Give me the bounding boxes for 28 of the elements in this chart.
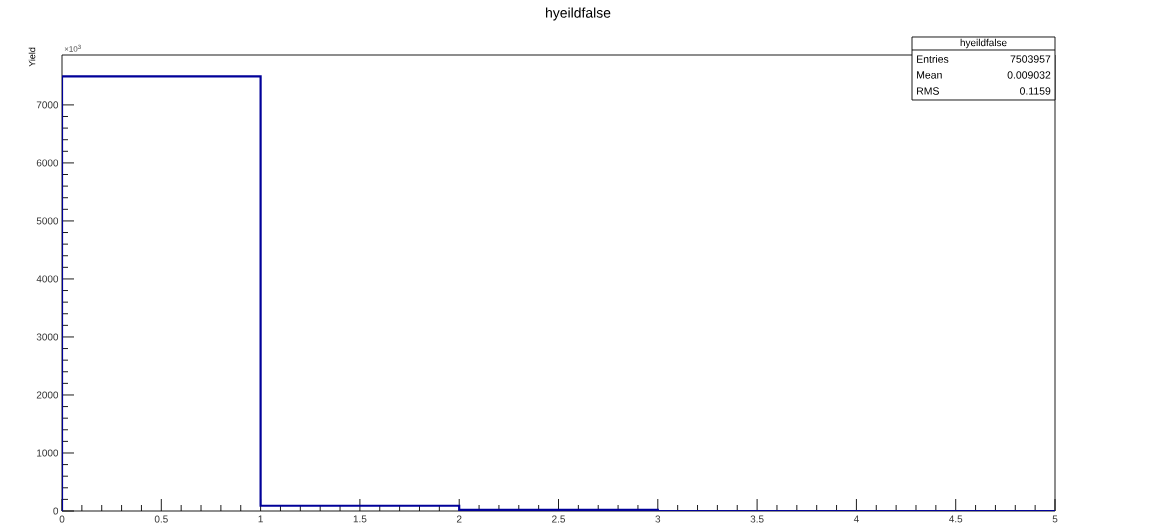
x-tick-label: 0.5 bbox=[154, 515, 168, 523]
annotation: 0.1159 bbox=[1020, 87, 1051, 95]
x-tick-label: 2.5 bbox=[552, 515, 566, 523]
y-axis-title: Yield bbox=[28, 47, 36, 67]
text: hyeildfalse bbox=[960, 38, 1007, 49]
y-tick-label: 7000 bbox=[36, 101, 59, 109]
x-tick-label: 3 bbox=[655, 515, 661, 523]
x-tick-label: 4 bbox=[853, 515, 859, 523]
y-tick-label: 3000 bbox=[36, 333, 59, 341]
x-tick-label: 2 bbox=[456, 515, 462, 523]
annotation: 0.009032 bbox=[1007, 71, 1051, 79]
x-tick-label: 4.5 bbox=[949, 515, 963, 523]
y-tick-label: 6000 bbox=[36, 159, 59, 167]
annotation: Mean bbox=[917, 71, 942, 79]
y-tick-label: 1000 bbox=[37, 449, 59, 457]
y-tick-label: 5000 bbox=[36, 217, 59, 225]
x-tick-label: 0 bbox=[59, 515, 65, 523]
x-tick-label: 3.5 bbox=[750, 515, 764, 523]
x-tick-label: 1 bbox=[258, 515, 263, 523]
annotation: 7503957 bbox=[1010, 55, 1051, 63]
annotation: Entries bbox=[917, 55, 949, 63]
annotation: RMS bbox=[917, 87, 939, 95]
x-tick-label: 1.5 bbox=[353, 515, 367, 523]
y-tick-label: 2000 bbox=[36, 391, 59, 399]
chart-title: hyeildfalse bbox=[546, 7, 611, 21]
y-tick-label: 4000 bbox=[36, 275, 59, 283]
y-tick-label: 0 bbox=[53, 507, 59, 515]
x-tick-label: 5 bbox=[1052, 515, 1058, 523]
